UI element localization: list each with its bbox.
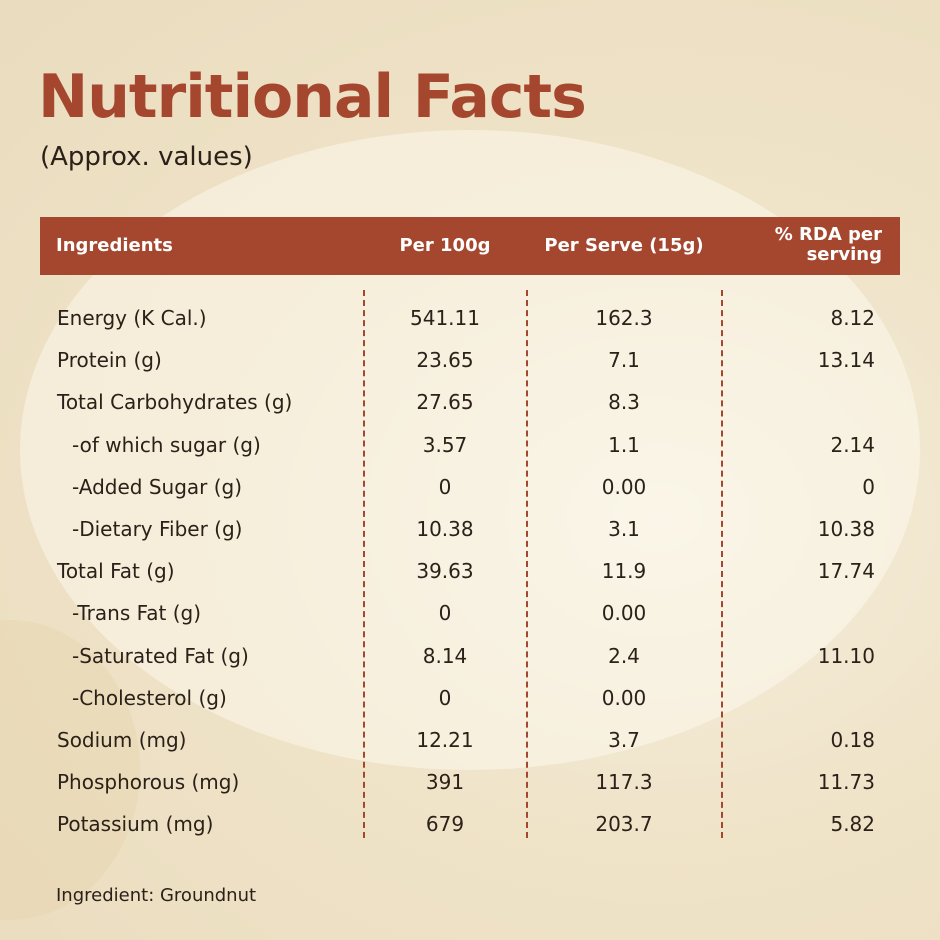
row-label: -Dietary Fiber (g): [72, 517, 243, 541]
row-label: Energy (K Cal.): [57, 306, 207, 330]
row-label: -Cholesterol (g): [72, 685, 227, 710]
rda: 10.38: [817, 517, 875, 541]
per-serve: 3.7: [608, 728, 640, 752]
subtitle: (Approx. values): [40, 142, 253, 172]
rda: 11.10: [817, 643, 875, 668]
row-label: Total Carbohydrates (g): [57, 390, 293, 415]
per-serve: 0.00: [601, 601, 647, 626]
per-serve: 11.9: [601, 559, 647, 584]
rda: 2.14: [830, 432, 875, 457]
per-100g: 8.14: [422, 643, 468, 668]
rda: 11.73: [817, 770, 875, 795]
column-header: % RDA per serving: [774, 224, 882, 265]
per-serve: 0.00: [601, 685, 647, 710]
row-label: -of which sugar (g): [72, 432, 261, 457]
column-divider: [363, 290, 365, 838]
column-divider: [526, 290, 528, 838]
per-100g: 39.63: [416, 559, 474, 584]
per-100g: 391: [425, 770, 465, 795]
per-100g: 23.65: [416, 348, 474, 373]
per-serve: 0.00: [601, 474, 647, 499]
rda: 0: [862, 474, 875, 499]
per-100g: 0: [438, 601, 452, 626]
column-divider: [721, 290, 723, 838]
row-label: -Saturated Fat (g): [72, 643, 249, 668]
per-100g: 10.38: [416, 517, 474, 541]
per-100g: 0: [438, 685, 452, 710]
per-100g: 679: [425, 812, 465, 837]
row-label: -Added Sugar (g): [72, 474, 243, 499]
per-100g: 3.57: [422, 432, 468, 457]
per-100g: 541.11: [410, 306, 480, 330]
row-label: Total Fat (g): [57, 559, 175, 584]
column-header: Ingredients: [56, 235, 173, 256]
rda: 17.74: [817, 559, 875, 584]
table-header: [40, 217, 900, 275]
per-100g: 0: [438, 474, 452, 499]
per-serve: 7.1: [608, 348, 640, 373]
title: Nutritional Facts: [38, 62, 587, 132]
per-serve: 3.1: [608, 517, 640, 541]
per-serve: 162.3: [595, 306, 653, 330]
per-serve: 117.3: [595, 770, 653, 795]
per-100g: 27.65: [416, 390, 474, 415]
row-label: Phosphorous (mg): [57, 770, 240, 795]
per-serve: 203.7: [595, 812, 653, 837]
footer: Ingredient: Groundnut: [56, 885, 257, 906]
per-serve: 1.1: [608, 432, 640, 457]
rda: 8.12: [830, 306, 875, 330]
rda: 5.82: [830, 812, 875, 837]
rda: 13.14: [817, 348, 875, 373]
row-label: Potassium (mg): [57, 812, 214, 837]
row-label: Protein (g): [57, 348, 162, 373]
row-label: -Trans Fat (g): [72, 601, 202, 626]
column-header: Per Serve (15g): [544, 235, 704, 256]
rda: 0.18: [830, 728, 875, 752]
per-serve: 2.4: [608, 643, 640, 668]
row-label: Sodium (mg): [57, 728, 187, 752]
per-serve: 8.3: [608, 390, 640, 415]
per-100g: 12.21: [416, 728, 474, 752]
column-header: Per 100g: [399, 235, 491, 256]
